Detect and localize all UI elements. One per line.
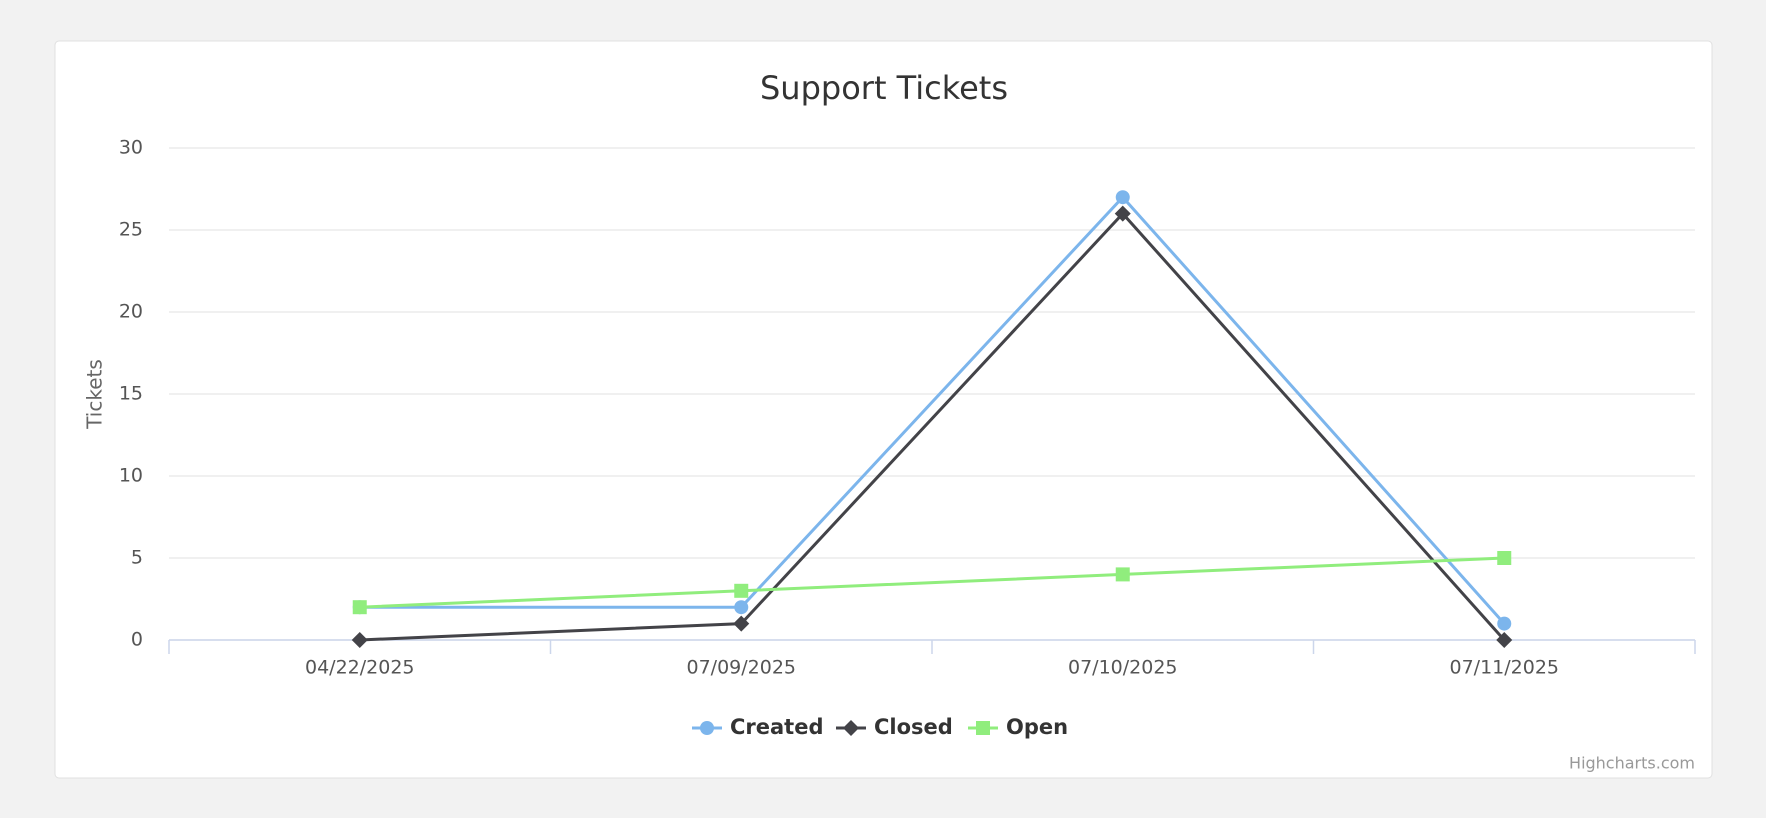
chart-title: Support Tickets	[760, 69, 1008, 107]
legend-item[interactable]: Open	[1006, 715, 1068, 739]
y-tick-label: 5	[131, 547, 143, 569]
y-tick-label: 15	[119, 383, 143, 405]
series-line	[359, 556, 1505, 609]
point	[352, 600, 367, 615]
y-axis-title: Tickets	[83, 359, 107, 430]
point	[1115, 190, 1130, 205]
legend-item[interactable]: Closed	[874, 715, 953, 739]
point	[1496, 632, 1513, 648]
x-tick-label: 07/09/2025	[686, 657, 796, 679]
series-line	[359, 194, 1506, 625]
point	[734, 583, 749, 598]
legend-marker	[843, 720, 859, 736]
legend-marker	[700, 721, 714, 735]
x-tick-label: 07/11/2025	[1449, 657, 1559, 679]
point	[733, 615, 750, 632]
point	[1115, 567, 1130, 582]
y-tick-label: 25	[119, 219, 143, 241]
y-tick-label: 10	[119, 465, 143, 487]
legend-marker	[976, 721, 990, 735]
series-line	[359, 211, 1506, 642]
x-tick-label: 07/10/2025	[1068, 657, 1178, 679]
point	[1114, 205, 1131, 222]
point	[1497, 616, 1512, 631]
y-tick-label: 20	[119, 301, 143, 323]
legend-item[interactable]: Created	[730, 715, 824, 739]
point	[1497, 551, 1512, 565]
y-tick-label: 30	[119, 137, 143, 159]
x-tick-label: 04/22/2025	[305, 657, 415, 679]
point	[351, 632, 368, 648]
y-tick-label: 0	[131, 629, 143, 651]
card	[54, 40, 1713, 779]
credits: Highcharts.com	[1569, 754, 1695, 773]
point	[734, 600, 749, 615]
